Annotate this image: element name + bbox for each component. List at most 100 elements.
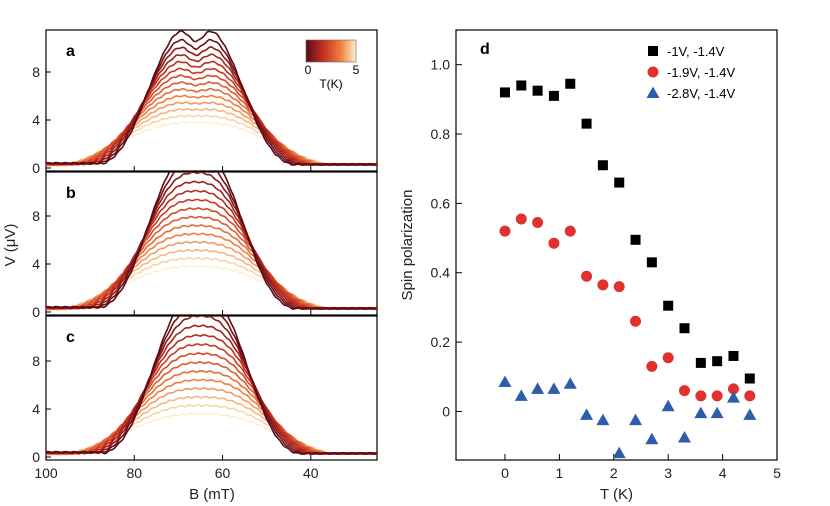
- point-s0-3: [548, 90, 559, 101]
- ytick-label-b-0: 0: [32, 304, 40, 320]
- ytick-label-a-8: 8: [32, 64, 40, 80]
- point-s2-4: [563, 377, 577, 389]
- panel-c-frame: [45, 315, 378, 461]
- y-axis-label-left: V (μV): [2, 224, 19, 267]
- point-s1-8: [630, 315, 642, 327]
- colorbar-max: 5: [353, 63, 360, 77]
- panel-a: 0 4 8 a: [32, 29, 378, 176]
- panel-b-frame: [45, 171, 378, 316]
- curve-c-7: [46, 361, 377, 455]
- point-s1-0: [499, 225, 511, 237]
- point-s2-1: [514, 389, 528, 401]
- curve-c-0: [46, 316, 377, 455]
- colorbar-label: T(K): [319, 77, 342, 91]
- ytick-label-c-0: 0: [32, 449, 40, 465]
- point-s0-11: [679, 323, 690, 334]
- xtick-label-d-0: 0: [501, 465, 509, 481]
- x-axis-label-left: B (mT): [189, 486, 235, 503]
- point-s2-6: [596, 413, 610, 426]
- curve-b-0: [46, 172, 377, 310]
- point-s1-3: [548, 237, 560, 249]
- point-s1-14: [727, 383, 739, 395]
- curve-b-3: [46, 180, 377, 310]
- panel-label-c: c: [66, 329, 75, 346]
- xtick-label-60: 60: [215, 465, 231, 481]
- point-s0-1: [516, 80, 527, 91]
- panel-label-a: a: [66, 43, 75, 60]
- curve-c-8: [46, 369, 377, 455]
- xtick-label-d-4: 4: [719, 465, 727, 481]
- point-s1-1: [515, 213, 527, 225]
- point-s2-13: [710, 406, 724, 419]
- point-s1-12: [695, 390, 707, 402]
- xtick-label-100: 100: [34, 465, 58, 481]
- panel-b-curves: [46, 172, 377, 311]
- point-s1-11: [679, 385, 691, 397]
- curve-b-4: [46, 189, 377, 310]
- point-s2-9: [645, 432, 659, 445]
- series-0: [499, 78, 755, 384]
- colorbar-min: 0: [305, 63, 312, 77]
- point-s1-4: [564, 225, 576, 237]
- xtick-label-d-3: 3: [664, 465, 672, 481]
- point-s0-9: [646, 257, 657, 268]
- colorbar: 0 5 T(K): [305, 39, 360, 91]
- ytick-label-d-5: 1.0: [431, 57, 451, 73]
- legend-marker-2: [646, 86, 660, 98]
- curve-b-6: [46, 207, 377, 310]
- ytick-label-c-4: 4: [32, 401, 40, 417]
- curve-c-5: [46, 343, 377, 455]
- legend-label-1: -1.9V, -1.4V: [667, 65, 736, 80]
- point-s0-13: [712, 356, 723, 367]
- ytick-label-d-4: 0.8: [431, 126, 451, 142]
- curve-b-5: [46, 198, 377, 310]
- point-s2-5: [580, 408, 594, 420]
- point-s0-12: [695, 357, 706, 368]
- point-s0-10: [663, 300, 674, 311]
- ytick-label-d-1: 0.2: [431, 334, 451, 350]
- curve-c-3: [46, 324, 377, 455]
- point-s0-15: [744, 373, 755, 384]
- ytick-label-b-4: 4: [32, 256, 40, 272]
- y-axis-label-d: Spin polarization: [399, 190, 416, 301]
- point-s0-5: [581, 118, 592, 129]
- ytick-label-d-0: 0: [442, 403, 450, 419]
- ytick-label-b-8: 8: [32, 208, 40, 224]
- spin-polarization-panel: 0 1 2 3 4 5 0 0.2 0.4 0.6 0.8 1.0 T (K) Spin polariza…: [399, 29, 781, 503]
- curve-b-2: [46, 172, 377, 310]
- point-s1-13: [711, 390, 723, 402]
- point-s0-8: [630, 234, 641, 245]
- point-s1-10: [662, 352, 674, 364]
- legend-marker-0: [648, 46, 658, 56]
- point-s2-11: [678, 430, 692, 443]
- curve-a-0: [46, 30, 377, 166]
- point-s2-14: [726, 391, 740, 403]
- ytick-label-a-0: 0: [32, 160, 40, 176]
- legend: -1V, -1.4V -1.9V, -1.4V -2.8V, -1.4V: [646, 44, 736, 101]
- point-s2-3: [547, 382, 561, 394]
- panel-a-frame: [45, 29, 378, 172]
- curve-c-6: [46, 352, 377, 455]
- xtick-label-d-5: 5: [773, 465, 781, 481]
- series-2: [498, 375, 757, 459]
- panel-label-d: d: [480, 41, 490, 58]
- panel-d-frame: [455, 29, 778, 461]
- ytick-label-c-8: 8: [32, 353, 40, 369]
- x-axis-label-d: T (K): [600, 486, 633, 503]
- curve-c-4: [46, 333, 377, 455]
- panel-a-curves: [46, 30, 377, 167]
- point-s0-6: [597, 160, 608, 171]
- point-s2-2: [531, 382, 545, 394]
- xtick-label-d-1: 1: [555, 465, 563, 481]
- point-s2-15: [743, 408, 757, 420]
- xtick-label-d-2: 2: [610, 465, 618, 481]
- point-s1-9: [646, 360, 658, 372]
- left-panels: 0 4 8 a 0 4 8 b 0 4 8 c 100 80 60 40 B (mT) V (μV) 0 5 T(K): [2, 29, 378, 503]
- point-s2-12: [694, 406, 708, 419]
- legend-label-0: -1V, -1.4V: [667, 44, 725, 59]
- point-s0-2: [532, 85, 543, 96]
- point-s0-7: [614, 177, 625, 188]
- curve-a-2: [46, 46, 377, 166]
- series-1: [499, 213, 756, 402]
